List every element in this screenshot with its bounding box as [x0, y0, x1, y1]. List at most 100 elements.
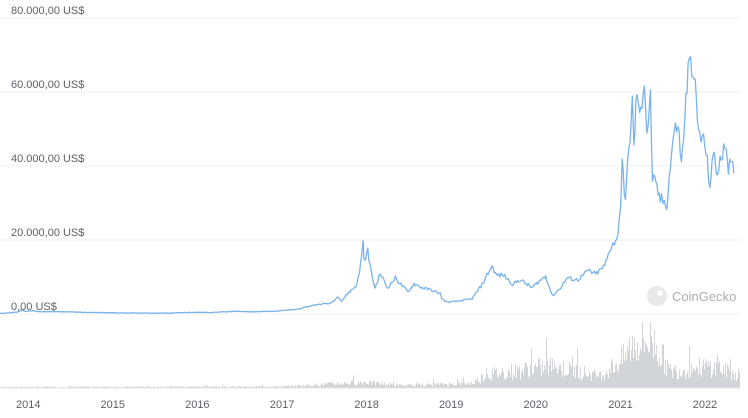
volume-bar: [243, 386, 244, 388]
volume-bar: [469, 382, 470, 388]
volume-bar: [572, 357, 573, 388]
volume-bar: [597, 376, 598, 388]
volume-bar: [362, 384, 363, 388]
volume-bar: [613, 372, 614, 388]
volume-bar: [205, 385, 206, 388]
volume-bar: [436, 383, 437, 388]
volume-bar: [641, 350, 642, 388]
volume-bar: [408, 384, 409, 388]
volume-bar: [361, 382, 362, 388]
volume-bar: [659, 357, 660, 388]
volume-bar: [234, 386, 235, 388]
volume-bar: [590, 375, 591, 388]
volume-bar: [394, 385, 395, 388]
volume-bar: [579, 379, 580, 388]
volume-bar: [182, 386, 183, 388]
volume-bar: [354, 384, 355, 388]
volume-bar: [428, 383, 429, 388]
volume-bar: [291, 385, 292, 388]
volume-bar: [328, 382, 329, 388]
volume-bar: [303, 384, 304, 388]
coingecko-logo-eye-icon: [657, 290, 663, 296]
volume-bar: [603, 375, 604, 388]
volume-bar: [618, 372, 619, 388]
volume-bar: [85, 386, 86, 388]
volume-bar: [515, 363, 516, 388]
volume-bar: [240, 386, 241, 388]
volume-bar: [208, 386, 209, 388]
volume-bar: [670, 363, 671, 388]
volume-bar: [258, 386, 259, 388]
volume-bar: [11, 386, 12, 388]
volume-bar: [82, 386, 83, 388]
volume-bar: [266, 386, 267, 388]
volume-bar: [44, 386, 45, 388]
volume-bar: [635, 350, 636, 388]
volume-bar: [297, 386, 298, 388]
volume-bar: [707, 366, 708, 388]
volume-bar: [79, 386, 80, 388]
volume-bar: [16, 386, 17, 388]
volume-bar: [549, 365, 550, 388]
volume-bar: [345, 381, 346, 388]
volume-bar: [582, 378, 583, 388]
volume-bar: [530, 364, 531, 388]
volume-bar: [343, 384, 344, 388]
volume-bar: [672, 377, 673, 388]
volume-bar: [142, 386, 143, 388]
volume-bar: [105, 386, 106, 388]
volume-bar: [314, 383, 315, 388]
volume-bar: [153, 386, 154, 388]
volume-bar: [395, 386, 396, 388]
volume-bar: [538, 359, 539, 388]
volume-bar: [293, 386, 294, 388]
volume-bar: [97, 386, 98, 388]
volume-bar: [398, 386, 399, 388]
volume-bar: [598, 376, 599, 388]
volume-bar: [19, 386, 20, 388]
volume-bar: [504, 378, 505, 388]
x-tick-label: 2020: [523, 399, 547, 411]
volume-bar: [437, 383, 438, 388]
volume-bar: [222, 384, 223, 388]
volume-bar: [29, 386, 30, 388]
volume-bar: [401, 384, 402, 388]
volume-bar: [154, 386, 155, 388]
volume-bar: [91, 386, 92, 388]
volume-bar: [652, 342, 653, 388]
volume-bar: [45, 386, 46, 388]
volume-bar: [245, 386, 246, 388]
volume-bar: [406, 386, 407, 388]
volume-bar: [679, 369, 680, 388]
volume-bar: [148, 386, 149, 388]
volume-bar: [327, 383, 328, 388]
volume-bar: [619, 363, 620, 388]
volume-bar: [301, 386, 302, 388]
volume-bar: [368, 384, 369, 388]
volume-bar: [43, 386, 44, 388]
volume-bar: [612, 361, 613, 388]
volume-bar: [554, 361, 555, 388]
volume-bar: [306, 385, 307, 388]
volume-bar: [390, 383, 391, 388]
volume-bar: [576, 365, 577, 388]
volume-bar: [609, 368, 610, 388]
volume-bar: [400, 384, 401, 388]
volume-bar: [310, 386, 311, 388]
volume-bar: [186, 386, 187, 388]
volume-bar: [190, 386, 191, 388]
volume-bar: [464, 382, 465, 388]
volume-bar: [560, 364, 561, 388]
volume-bar: [305, 385, 306, 388]
volume-bar: [518, 368, 519, 388]
volume-bar: [731, 379, 732, 388]
volume-bar: [608, 378, 609, 388]
volume-bar: [475, 379, 476, 388]
volume-bar: [616, 363, 617, 388]
volume-bar: [39, 386, 40, 388]
volume-bar: [698, 374, 699, 388]
volume-bar: [279, 386, 280, 388]
volume-bar: [367, 383, 368, 388]
volume-bar: [110, 386, 111, 388]
volume-bar: [655, 354, 656, 388]
